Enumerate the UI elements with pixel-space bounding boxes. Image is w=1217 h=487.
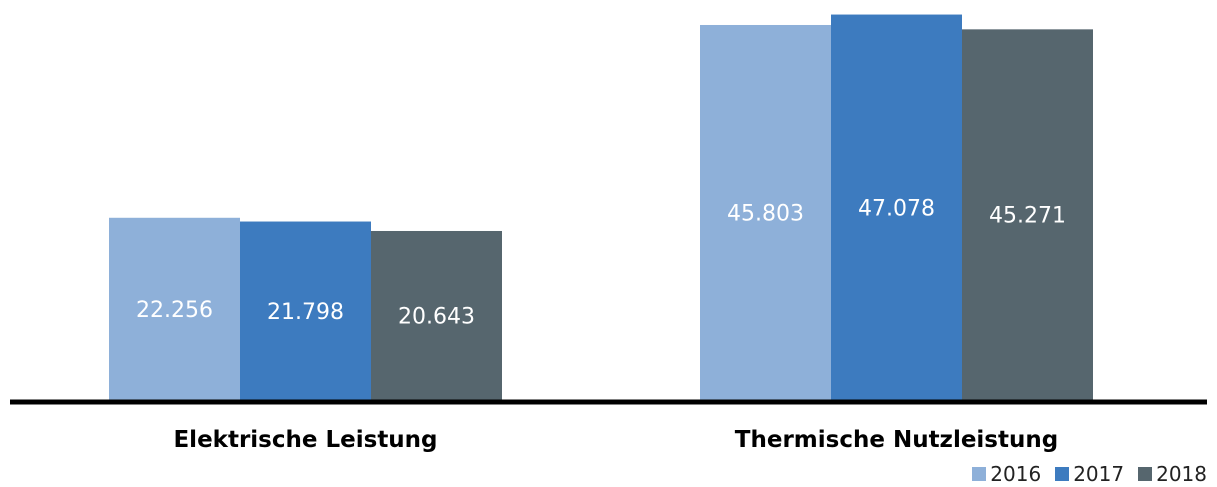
bar-2016-thermisch [700,24,831,400]
legend-swatch-2016 [972,467,987,481]
legend-swatch-2018 [1138,467,1153,481]
bar-2018-thermisch [962,29,1093,400]
legend-item-2016: 2016 [972,462,1041,486]
value-label-2018-elektrisch: 20.643 [398,304,475,329]
legend-item-2018: 2018 [1138,462,1207,486]
bar-2017-elektrisch [240,221,371,400]
legend-label-2016: 2016 [990,462,1042,486]
bar-2016-elektrisch [109,217,240,400]
bar-2017-thermisch [831,14,962,400]
value-labels-group: 22.256 21.798 20.643 45.803 47.078 45.271 [136,196,1066,329]
legend-label-2018: 2018 [1156,462,1207,486]
value-label-2018-thermisch: 45.271 [989,204,1066,229]
value-label-2017-thermisch: 47.078 [858,196,935,221]
category-labels-group: Elektrische Leistung Thermische Nutzleist… [173,427,1058,453]
legend-item-2017: 2017 [1055,462,1124,486]
value-label-2016-thermisch: 45.803 [727,201,804,226]
bars-group [109,14,1093,400]
bar-2018-elektrisch [371,230,502,400]
value-label-2016-elektrisch: 22.256 [136,298,213,323]
legend-swatch-2017 [1055,467,1070,481]
category-label-elektrisch: Elektrische Leistung [173,427,437,453]
legend-label-2017: 2017 [1073,462,1125,486]
legend: 2016 2017 2018 [972,462,1207,486]
value-label-2017-elektrisch: 21.798 [267,300,344,325]
category-label-thermisch: Thermische Nutzleistung [735,427,1058,453]
